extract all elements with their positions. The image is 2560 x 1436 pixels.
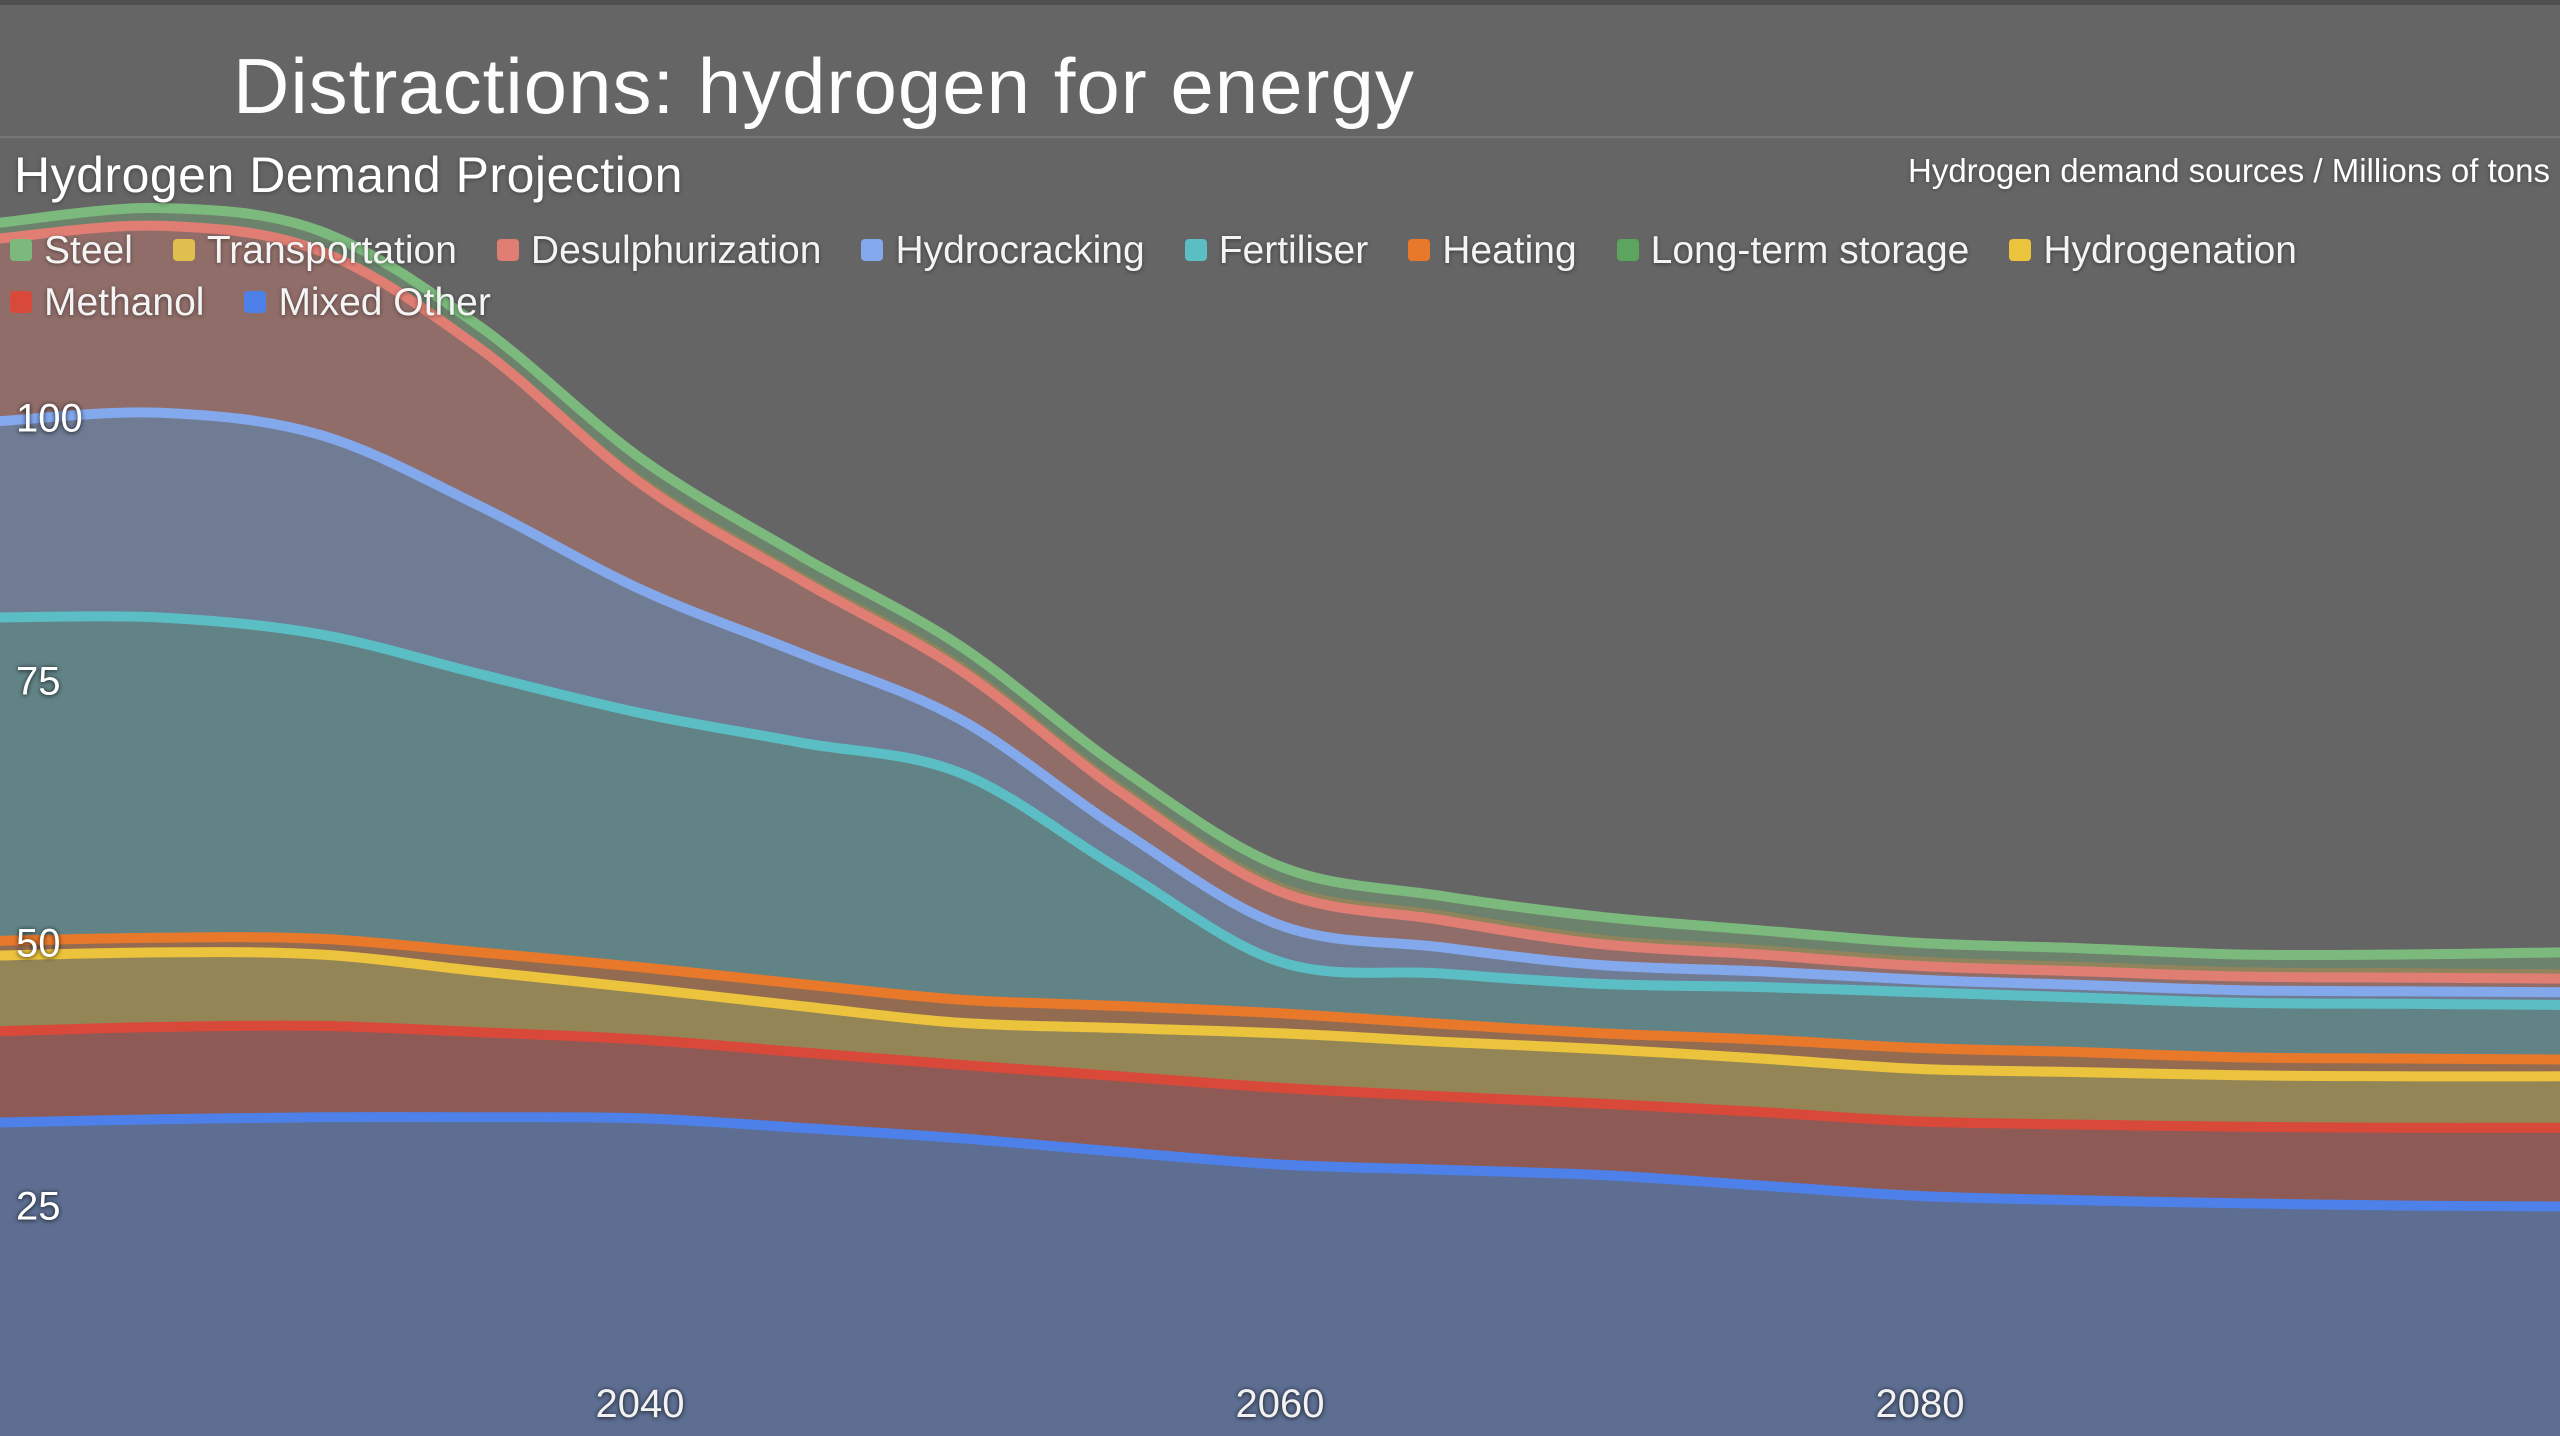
chart-title: Hydrogen Demand Projection: [14, 147, 683, 203]
header-separator: [0, 136, 2560, 138]
area-hydrogenation[interactable]: [0, 952, 2560, 1128]
legend-label: Hydrocracking: [895, 228, 1145, 272]
x-axis-label-2080: 2080: [1875, 1382, 1965, 1426]
legend-item-mixed-other[interactable]: Mixed Other: [244, 280, 491, 324]
legend-row-2: Methanol Mixed Other: [10, 276, 2337, 328]
legend-label: Methanol: [44, 280, 205, 324]
legend-swatch-heating: [1408, 239, 1431, 261]
chart-units-label: Hydrogen demand sources / Millions of to…: [1908, 152, 2550, 189]
line-methanol[interactable]: [0, 1020, 2560, 1133]
legend-label: Desulphurization: [530, 228, 822, 272]
legend-item-long-term-storage[interactable]: Long-term storage: [1616, 228, 1970, 272]
line-mixed-other[interactable]: [0, 1112, 2560, 1212]
y-axis-label-50: 50: [16, 921, 61, 966]
line-steel[interactable]: [0, 202, 2560, 961]
legend-item-heating[interactable]: Heating: [1408, 228, 1577, 272]
page-title: Distractions: hydrogen for energy: [233, 42, 1415, 130]
y-axis-label-100: 100: [16, 396, 83, 441]
chart-legend: Steel Transportation Desulphurization Hydro…: [10, 224, 2337, 328]
legend-item-hydrocracking[interactable]: Hydrocracking: [861, 228, 1145, 272]
legend-swatch-fertiliser: [1184, 239, 1207, 261]
legend-swatch-long-term-storage: [1616, 239, 1639, 261]
legend-row-1: Steel Transportation Desulphurization Hydro…: [10, 224, 2337, 276]
legend-swatch-transportation: [172, 239, 195, 261]
y-axis-label-25: 25: [16, 1184, 61, 1228]
legend-item-steel[interactable]: Steel: [10, 231, 133, 270]
line-heating[interactable]: [0, 932, 2560, 1065]
legend-label: Hydrogenation: [2043, 228, 2297, 272]
legend-label: Transportation: [206, 228, 457, 272]
legend-item-fertiliser[interactable]: Fertiliser: [1184, 228, 1369, 272]
line-fertiliser[interactable]: [0, 611, 2560, 1010]
x-axis-label-2040: 2040: [595, 1382, 685, 1426]
top-bar: [0, 0, 2560, 5]
area-methanol[interactable]: [0, 1025, 2560, 1207]
legend-label: Long-term storage: [1650, 228, 1970, 272]
area-hydrocracking[interactable]: [0, 412, 2560, 1005]
legend-label: Heating: [1442, 228, 1577, 272]
line-desulphurization[interactable]: [0, 220, 2560, 984]
legend-item-desulphurization[interactable]: Desulphurization: [496, 228, 822, 272]
line-hydrocracking[interactable]: [0, 407, 2560, 998]
legend-item-hydrogenation[interactable]: Hydrogenation: [2009, 231, 2297, 270]
legend-swatch-desulphurization: [496, 239, 519, 261]
y-axis-label-75: 75: [16, 659, 61, 703]
legend-swatch-hydrogenation: [2009, 239, 2032, 261]
line-hydrogenation[interactable]: [0, 947, 2560, 1082]
legend-swatch-hydrocracking: [861, 239, 884, 261]
legend-swatch-mixed-other: [244, 291, 267, 313]
x-axis-label-2060: 2060: [1235, 1382, 1325, 1426]
area-fertiliser[interactable]: [0, 616, 2560, 1060]
legend-swatch-steel: [10, 239, 32, 261]
legend-label: Mixed Other: [278, 280, 491, 324]
legend-label: Steel: [44, 228, 133, 272]
legend-item-methanol[interactable]: Methanol: [10, 283, 204, 322]
legend-label: Fertiliser: [1218, 228, 1369, 272]
legend-swatch-methanol: [10, 291, 32, 313]
legend-item-transportation[interactable]: Transportation: [172, 228, 457, 272]
